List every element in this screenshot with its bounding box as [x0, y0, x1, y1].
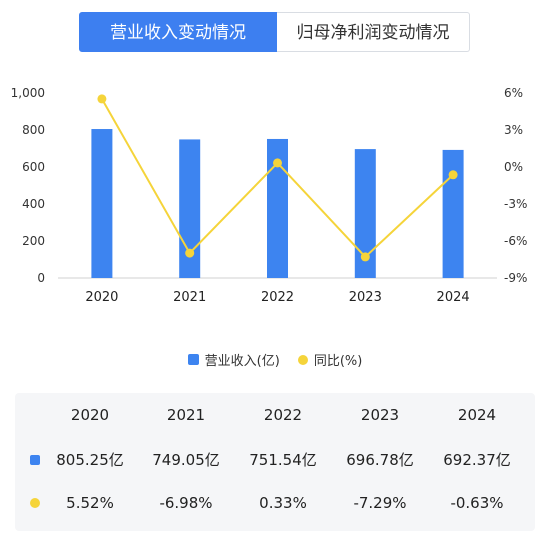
legend-swatch-dot	[297, 354, 308, 365]
table-cell: 749.05亿	[152, 451, 220, 469]
y-left-tick-label: 1,000	[11, 86, 45, 100]
table-cell: 805.25亿	[56, 451, 124, 469]
revenue-chart: 1,000 800 600 400 200 0 6% 3% 0% -3% -6% -9% 2020 202…	[11, 86, 528, 305]
legend-item-revenue[interactable]: 营业收入(亿)	[187, 350, 280, 369]
legend-label-revenue: 营业收入(亿)	[204, 354, 280, 369]
table-header-cell: 2024	[457, 406, 497, 424]
yoy-point-2021	[185, 248, 195, 258]
bar-2024	[442, 149, 464, 278]
y-right-tick-label: -6%	[504, 234, 527, 248]
x-tick-label: 2020	[85, 290, 118, 305]
yoy-point-2022	[273, 158, 282, 168]
legend-swatch-bar	[187, 354, 199, 365]
table-cell: 751.54亿	[249, 451, 317, 469]
y-right-tick-label: 0%	[504, 160, 523, 174]
y-left-tick-label: 0	[37, 271, 45, 285]
table-row-revenue: 805.25亿 749.05亿 751.54亿 696.78亿 692.37亿	[15, 445, 535, 475]
legend-item-yoy[interactable]: 同比(%)	[297, 350, 363, 369]
bar-2023	[354, 149, 376, 278]
table-cell: -7.29%	[353, 494, 407, 512]
table-header-cell: 2020	[70, 406, 110, 424]
bar-2022	[267, 138, 288, 278]
y-right-tick-label: 6%	[504, 86, 523, 100]
yoy-point-2024	[448, 170, 458, 180]
row-marker-dot	[30, 498, 40, 508]
bar-2020	[91, 129, 113, 278]
table-cell: 692.37亿	[443, 451, 511, 469]
table-header-cell: 2021	[166, 406, 206, 424]
y-right-tick-label: -9%	[504, 271, 527, 285]
chart-legend: 营业收入(亿) 同比(%)	[0, 350, 550, 369]
x-tick-label: 2021	[173, 290, 206, 305]
table-cell: 5.52%	[66, 494, 114, 512]
yoy-point-2020	[97, 94, 107, 104]
legend-label-yoy: 同比(%)	[313, 354, 363, 369]
tab-net-profit-change[interactable]: 归母净利润变动情况	[277, 12, 470, 52]
table-cell: -0.63%	[450, 494, 504, 512]
table-row-yoy: 5.52% -6.98% 0.33% -7.29% -0.63%	[15, 488, 535, 518]
yoy-point-2023	[360, 252, 370, 262]
x-tick-label: 2024	[437, 290, 470, 305]
y-right-tick-label: -3%	[504, 197, 527, 211]
x-tick-label: 2023	[349, 290, 382, 305]
y-right-tick-label: 3%	[504, 123, 523, 137]
table-header-cell: 2022	[263, 406, 303, 424]
tab-bar: 营业收入变动情况 归母净利润变动情况	[79, 12, 470, 52]
data-table: 2020 2021 2022 2023 2024 805.25亿 749.05亿…	[15, 393, 535, 531]
y-left-tick-label: 800	[22, 123, 45, 137]
table-header-cell: 2023	[360, 406, 400, 424]
table-cell: 696.78亿	[346, 451, 414, 469]
y-left-tick-label: 200	[22, 234, 45, 248]
table-cell: 0.33%	[259, 494, 307, 512]
row-marker-bar	[30, 455, 40, 465]
y-left-tick-label: 400	[22, 197, 45, 211]
tab-revenue-change[interactable]: 营业收入变动情况	[79, 12, 277, 52]
x-tick-label: 2022	[261, 290, 294, 305]
y-left-tick-label: 600	[22, 160, 45, 174]
table-cell: -6.98%	[159, 494, 213, 512]
table-header-row: 2020 2021 2022 2023 2024	[15, 400, 535, 430]
